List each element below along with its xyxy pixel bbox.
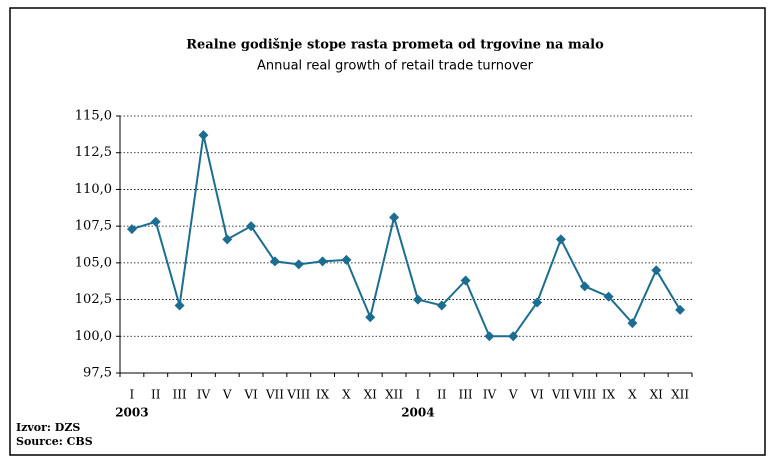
chart-title: Realne godišnje stope rasta prometa od t…	[186, 38, 604, 53]
marker	[126, 224, 137, 235]
x-tick-label: VII	[551, 388, 570, 402]
x-tick-label: IX	[602, 388, 616, 402]
x-tick-label: II	[151, 388, 161, 402]
marker	[174, 300, 185, 311]
y-tick-label: 102,5	[75, 292, 112, 307]
x-tick-label: VII	[265, 388, 284, 402]
y-tick-label: 115,0	[75, 109, 112, 124]
x-tick-label: I	[130, 388, 135, 402]
marker	[198, 130, 209, 141]
frame	[9, 7, 766, 456]
x-tick-label: VI	[529, 388, 544, 402]
x-tick-label: V	[222, 388, 232, 402]
marker	[389, 212, 400, 223]
x-tick-label: XII	[385, 388, 403, 402]
x-tick-label: X	[342, 388, 351, 402]
marker	[508, 331, 519, 342]
x-tick-label: I	[416, 388, 421, 402]
x-tick-label: IV	[483, 388, 497, 402]
marker	[603, 291, 614, 302]
marker	[460, 275, 471, 286]
marker	[651, 265, 662, 276]
marker	[246, 221, 257, 232]
y-tick-label: 97,5	[83, 366, 112, 381]
marker	[436, 300, 447, 311]
x-tick-label: III	[458, 388, 472, 402]
y-tick-label: 110,0	[75, 182, 112, 197]
x-tick-label: XI	[364, 388, 378, 402]
marker	[555, 234, 566, 245]
marker	[627, 318, 638, 329]
marker	[293, 259, 304, 270]
line	[131, 134, 681, 338]
x-tick-label: II	[437, 388, 447, 402]
year-label: 2004	[401, 406, 434, 420]
y-tick-label: 105,0	[75, 255, 112, 270]
x-tick-label: VIII	[286, 388, 310, 402]
marker	[412, 294, 423, 305]
x-tick-label: III	[172, 388, 186, 402]
x-tick-label: VI	[243, 388, 258, 402]
x-tick-label: IX	[316, 388, 330, 402]
y-tick-label: 100,0	[75, 329, 112, 344]
source: Izvor: DZS	[16, 421, 80, 434]
x-tick-label: IV	[197, 388, 211, 402]
marker	[532, 297, 543, 308]
marker	[579, 281, 590, 292]
marker	[365, 312, 376, 323]
year-label: 2003	[115, 406, 148, 420]
x-tick-label: VIII	[572, 388, 596, 402]
marker	[150, 216, 161, 227]
marker	[341, 254, 352, 265]
marker	[675, 304, 686, 315]
x-tick-label: XII	[671, 388, 689, 402]
marker	[317, 256, 328, 267]
chart-subtitle: Annual real growth of retail trade turno…	[257, 59, 534, 74]
marker	[222, 234, 233, 245]
x-tick-label: XI	[650, 388, 664, 402]
source: Source: CBS	[16, 435, 93, 448]
x-tick-label: X	[628, 388, 637, 402]
x-tick-label: V	[508, 388, 518, 402]
y-tick-label: 112,5	[75, 145, 112, 160]
y-tick-label: 107,5	[75, 219, 112, 234]
marker	[484, 331, 495, 342]
marker	[269, 256, 280, 267]
